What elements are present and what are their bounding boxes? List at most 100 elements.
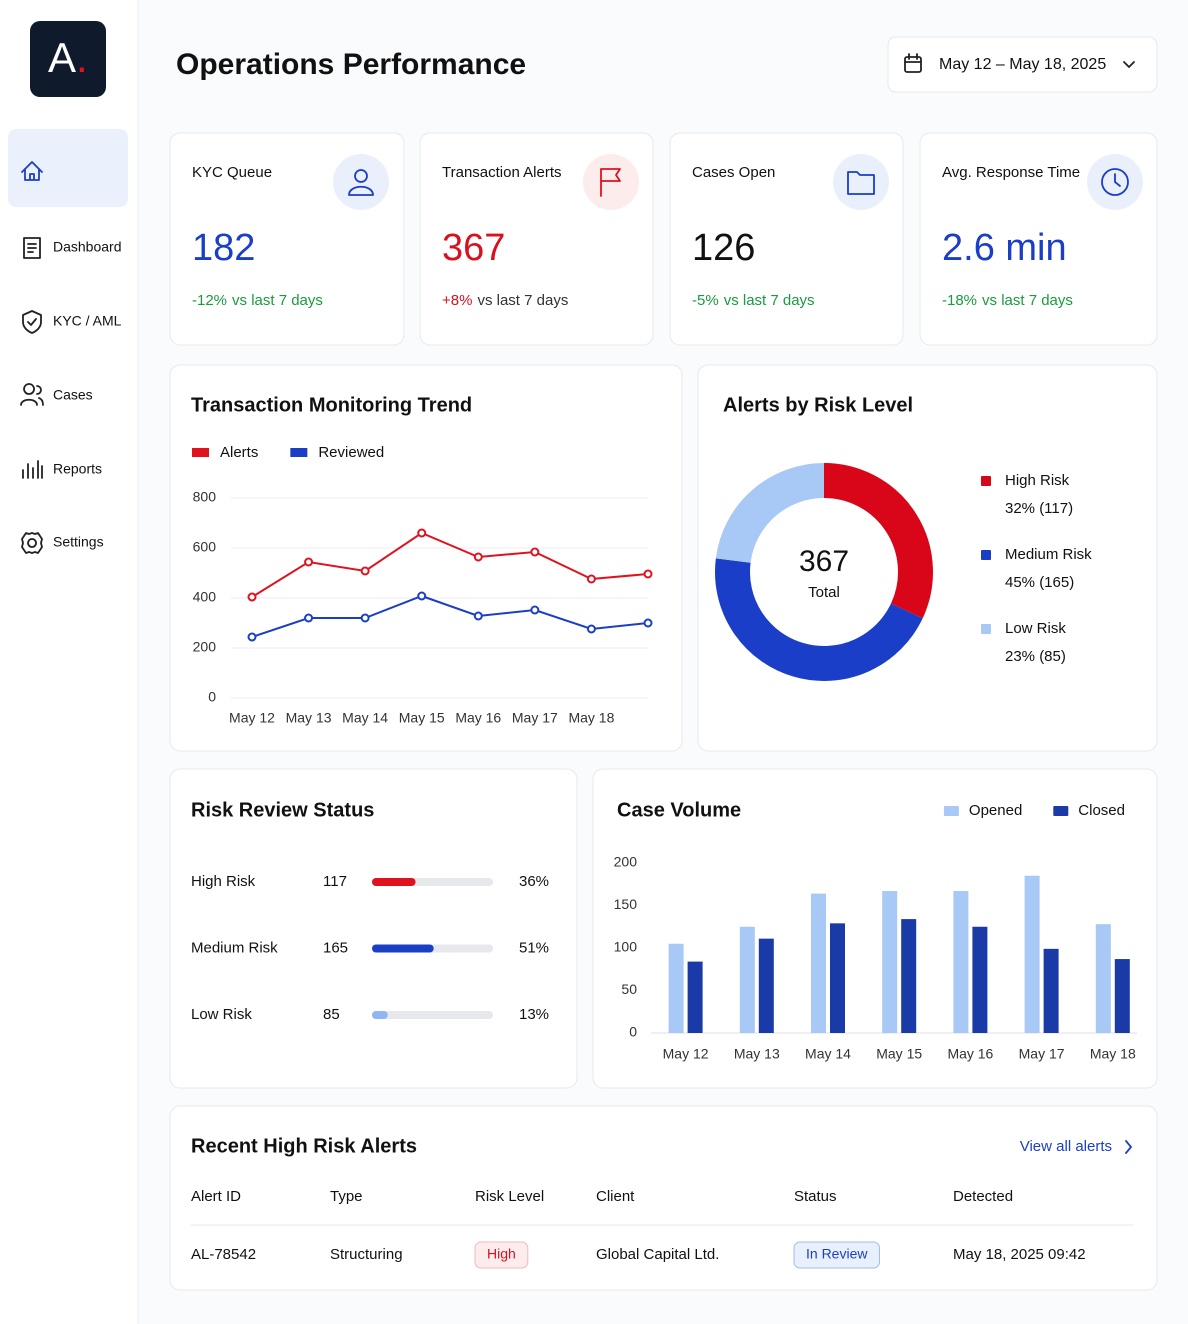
bar bbox=[1043, 948, 1059, 1033]
kpi-change-note: vs last 7 days bbox=[724, 292, 815, 309]
logo[interactable] bbox=[30, 21, 106, 97]
point bbox=[530, 547, 540, 557]
table-title: Recent High Risk Alerts bbox=[191, 1135, 417, 1157]
trend-card bbox=[169, 364, 683, 752]
cases-icon bbox=[20, 383, 44, 406]
page-title: Operations Performance bbox=[176, 48, 526, 81]
legend-value: 45% (165) bbox=[1005, 574, 1074, 591]
x-tick-label: May 16 bbox=[947, 1046, 993, 1062]
kpi-icon-bg bbox=[833, 154, 889, 210]
y-tick-label: 50 bbox=[621, 981, 637, 997]
x-tick-label: May 12 bbox=[229, 710, 275, 726]
nav-active-bg[interactable] bbox=[8, 129, 128, 207]
point bbox=[360, 613, 370, 623]
row-label: High Risk bbox=[191, 873, 256, 890]
bar bbox=[830, 923, 845, 1033]
date-picker[interactable] bbox=[887, 36, 1158, 93]
nav-item[interactable]: Reports bbox=[53, 461, 102, 477]
bar bbox=[687, 961, 703, 1033]
x-tick-label: May 12 bbox=[663, 1046, 709, 1062]
kpi-change-value: -5% bbox=[692, 292, 719, 309]
kpi-change-note: vs last 7 days bbox=[982, 292, 1073, 309]
calendar-icon bbox=[904, 53, 922, 73]
legend-label: Medium Risk bbox=[1005, 546, 1092, 563]
x-tick-label: May 14 bbox=[342, 710, 388, 726]
y-tick-label: 100 bbox=[614, 939, 638, 955]
row-count: 85 bbox=[323, 1006, 340, 1023]
alerts-table-card bbox=[169, 1105, 1158, 1291]
nav-item[interactable]: Cases bbox=[53, 387, 93, 403]
reports-icon bbox=[22, 460, 43, 479]
x-tick-label: May 13 bbox=[734, 1046, 780, 1062]
x-tick-label: May 16 bbox=[455, 710, 501, 726]
y-tick-label: 0 bbox=[629, 1024, 637, 1040]
dashboard-icon bbox=[23, 237, 41, 259]
legend-label: Alerts bbox=[220, 444, 258, 461]
point bbox=[247, 632, 257, 642]
row-label: Low Risk bbox=[191, 1006, 252, 1023]
sidebar bbox=[0, 0, 138, 1324]
legend-value: 23% (85) bbox=[1005, 648, 1066, 665]
legend-swatch bbox=[192, 448, 209, 457]
column-header: Type bbox=[330, 1188, 363, 1205]
bar bbox=[972, 926, 988, 1033]
kpi-change: -12% vs last 7 days bbox=[192, 292, 323, 309]
view-all-link[interactable]: View all alerts bbox=[1020, 1138, 1112, 1155]
column-header: Detected bbox=[953, 1188, 1013, 1205]
donut-segment bbox=[715, 558, 923, 681]
x-tick-label: May 15 bbox=[399, 710, 445, 726]
logo-letter: A. bbox=[48, 34, 88, 81]
donut-total-label: Total bbox=[808, 584, 840, 601]
home-icon bbox=[21, 161, 43, 181]
date-range: May 12 – May 18, 2025 bbox=[939, 56, 1106, 73]
flag-icon bbox=[600, 168, 621, 197]
clock-icon bbox=[1101, 168, 1129, 196]
kpi-label: Avg. Response Time bbox=[942, 164, 1080, 181]
legend-label: Reviewed bbox=[318, 444, 384, 461]
y-tick-label: 800 bbox=[193, 489, 217, 505]
donut-total: 367 bbox=[799, 545, 849, 578]
x-tick-label: May 14 bbox=[805, 1046, 851, 1062]
status-pill bbox=[474, 1241, 529, 1269]
kpi-change: -5% vs last 7 days bbox=[692, 292, 815, 309]
point bbox=[417, 591, 427, 601]
x-tick-label: May 17 bbox=[512, 710, 558, 726]
column-header: Status bbox=[794, 1188, 837, 1205]
legend-label: Low Risk bbox=[1005, 620, 1066, 637]
chart-title: Risk Review Status bbox=[191, 799, 374, 821]
legend-swatch bbox=[981, 550, 991, 560]
table-cell: Structuring bbox=[330, 1246, 403, 1263]
legend-label: Opened bbox=[969, 802, 1022, 819]
kpi-change: -18% vs last 7 days bbox=[942, 292, 1073, 309]
point bbox=[304, 557, 314, 567]
case-volume-card bbox=[592, 768, 1158, 1089]
logo-letter: A bbox=[48, 34, 76, 81]
row-label: Medium Risk bbox=[191, 939, 278, 956]
nav-item[interactable]: KYC / AML bbox=[53, 313, 122, 329]
nav-icons bbox=[20, 161, 44, 554]
bar bbox=[1024, 875, 1040, 1033]
kpi-change-note: vs last 7 days bbox=[232, 292, 323, 309]
x-tick-label: May 17 bbox=[1019, 1046, 1065, 1062]
x-tick-label: May 13 bbox=[286, 710, 332, 726]
point bbox=[643, 618, 653, 628]
progress-track bbox=[372, 1011, 493, 1019]
nav-item[interactable]: Settings bbox=[53, 534, 104, 550]
table-cell: May 18, 2025 09:42 bbox=[953, 1246, 1086, 1263]
point bbox=[586, 624, 596, 634]
progress-bar bbox=[372, 878, 416, 886]
kpi-change: +8% vs last 7 days bbox=[442, 292, 568, 309]
settings-icon bbox=[21, 532, 43, 554]
point bbox=[360, 566, 370, 576]
table-cell: Global Capital Ltd. bbox=[596, 1246, 719, 1263]
point bbox=[643, 569, 653, 579]
nav-item[interactable]: Dashboard bbox=[53, 239, 122, 255]
kpi-change-value: -18% bbox=[942, 292, 977, 309]
bar bbox=[901, 919, 917, 1033]
row-value: 51% bbox=[519, 939, 549, 956]
bar bbox=[739, 926, 755, 1033]
legend-swatch bbox=[290, 448, 308, 457]
kpi-change-value: +8% bbox=[442, 292, 472, 309]
bar bbox=[758, 938, 774, 1033]
